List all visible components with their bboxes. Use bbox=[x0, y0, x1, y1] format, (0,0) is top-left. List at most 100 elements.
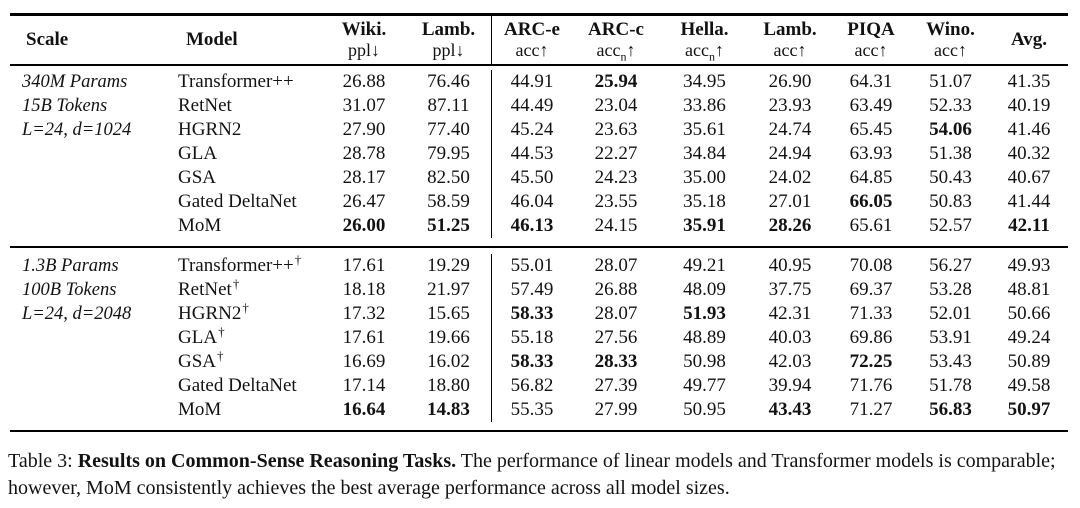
value-cell-piqa: 71.76 bbox=[849, 374, 893, 396]
value-cell-arc-e: 44.91 bbox=[491, 70, 572, 95]
value-cell-wiki-ppl: 31.07 bbox=[342, 95, 386, 117]
value-cell-arc-c: 27.39 bbox=[594, 374, 638, 396]
column-label-piqa: PIQA bbox=[847, 18, 895, 40]
column-header-hella: Hella. accn↑ bbox=[660, 16, 749, 64]
value-cell-avg: 42.11 bbox=[1008, 215, 1050, 237]
model-cell: Transformer++ bbox=[178, 71, 294, 93]
group-separator-rule bbox=[10, 246, 1068, 248]
value-cell-avg: 41.44 bbox=[1007, 191, 1051, 213]
value-cell-hella: 34.84 bbox=[683, 143, 726, 165]
model-cell: RetNet bbox=[178, 95, 232, 117]
value-cell-wino: 51.07 bbox=[929, 71, 972, 93]
value-cell-lamb-acc: 37.75 bbox=[768, 278, 812, 300]
value-cell-wiki-ppl: 18.18 bbox=[342, 278, 386, 300]
value-cell-wiki-ppl: 16.69 bbox=[342, 350, 386, 372]
value-cell-wino: 50.83 bbox=[929, 191, 972, 213]
value-cell-lamb-acc: 42.31 bbox=[768, 302, 812, 324]
value-cell-wiki-ppl: 26.00 bbox=[342, 215, 386, 237]
group-1-3b: 1.3B Params 100B Tokens L=24, d=2048 Transf… bbox=[10, 248, 1068, 430]
value-cell-avg: 49.58 bbox=[1007, 374, 1051, 396]
value-cell-hella: 34.95 bbox=[683, 71, 726, 93]
column-metric-lamb-acc: acc↑ bbox=[773, 39, 807, 60]
up-arrow-icon: ↑ bbox=[878, 39, 888, 60]
value-cell-lamb-ppl: 15.65 bbox=[427, 302, 470, 324]
value-cell-avg: 50.97 bbox=[1007, 398, 1051, 420]
value-cell-piqa: 63.93 bbox=[849, 143, 893, 165]
table-caption: Table 3: Results on Common-Sense Reasoni… bbox=[8, 448, 1074, 502]
value-cell-wiki-ppl: 27.90 bbox=[342, 119, 386, 141]
value-cell-arc-e: 58.33 bbox=[491, 349, 572, 374]
column-header-scale: Scale bbox=[10, 16, 170, 64]
value-cell-hella: 35.61 bbox=[683, 119, 726, 141]
value-cell-hella: 49.77 bbox=[683, 374, 726, 396]
value-cell-lamb-ppl: 21.97 bbox=[427, 278, 470, 300]
value-cell-hella: 35.91 bbox=[683, 215, 726, 237]
model-cell: Transformer++ † bbox=[178, 251, 302, 276]
column-label-arc-e: ARC-e bbox=[504, 18, 560, 40]
value-cell-piqa: 65.45 bbox=[849, 119, 893, 141]
value-cell-arc-e: 55.35 bbox=[491, 397, 572, 422]
value-cell-wino: 53.43 bbox=[929, 350, 972, 372]
value-cell-wino: 51.38 bbox=[929, 143, 972, 165]
value-cell-avg: 40.19 bbox=[1007, 95, 1051, 117]
column-header-wino: Wino. acc↑ bbox=[911, 16, 990, 64]
column-label-avg: Avg. bbox=[1010, 29, 1048, 51]
value-cell-piqa: 71.27 bbox=[849, 398, 893, 420]
value-cell-arc-c: 27.99 bbox=[594, 398, 638, 420]
value-cell-piqa: 72.25 bbox=[849, 350, 893, 372]
value-cell-avg: 50.89 bbox=[1007, 350, 1051, 372]
value-cell-lamb-ppl: 87.11 bbox=[427, 95, 470, 117]
value-cell-wino: 56.27 bbox=[929, 254, 972, 276]
value-cell-arc-e: 55.01 bbox=[491, 253, 572, 278]
value-cell-lamb-acc: 24.94 bbox=[768, 143, 812, 165]
scale-label: 340M Params 15B Tokens L=24, d=1024 bbox=[10, 70, 170, 142]
value-cell-wino: 52.33 bbox=[929, 95, 972, 117]
value-cell-wiki-ppl: 17.61 bbox=[342, 326, 386, 348]
value-cell-lamb-ppl: 19.66 bbox=[427, 326, 470, 348]
value-cell-wino: 52.01 bbox=[929, 302, 972, 324]
column-label-model: Model bbox=[186, 29, 238, 51]
column-metric-piqa: acc↑ bbox=[854, 39, 888, 60]
down-arrow-icon: ↓ bbox=[455, 39, 465, 60]
column-label-wino: Wino. bbox=[926, 18, 975, 40]
value-cell-piqa: 63.49 bbox=[849, 95, 893, 117]
column-metric-lamb-ppl: ppl↓ bbox=[432, 39, 465, 60]
scale-line: L=24, d=1024 bbox=[22, 120, 132, 141]
value-cell-arc-c: 26.88 bbox=[594, 278, 638, 300]
column-label-hella: Hella. bbox=[680, 18, 729, 40]
value-cell-hella: 49.21 bbox=[683, 254, 726, 276]
value-cell-piqa: 69.37 bbox=[849, 278, 893, 300]
value-cell-lamb-acc: 27.01 bbox=[768, 191, 812, 213]
model-cell: GLA bbox=[178, 143, 218, 165]
group-340m: 340M Params 15B Tokens L=24, d=1024 Transfo… bbox=[10, 66, 1068, 246]
value-cell-wiki-ppl: 17.32 bbox=[342, 302, 386, 324]
scale-line: 340M Params bbox=[22, 72, 128, 93]
model-cell: RetNet † bbox=[178, 275, 240, 300]
value-cell-lamb-acc: 28.26 bbox=[768, 215, 812, 237]
value-cell-wiki-ppl: 26.47 bbox=[342, 191, 386, 213]
column-metric-hella: accn↑ bbox=[685, 39, 724, 64]
column-header-avg: Avg. bbox=[990, 16, 1068, 64]
column-label-wiki-ppl: Wiki. bbox=[341, 18, 387, 40]
value-cell-avg: 41.35 bbox=[1007, 71, 1051, 93]
value-cell-wiki-ppl: 28.17 bbox=[342, 167, 386, 189]
value-cell-avg: 41.46 bbox=[1007, 119, 1051, 141]
value-cell-avg: 49.24 bbox=[1007, 326, 1051, 348]
value-cell-arc-c: 28.33 bbox=[594, 350, 638, 372]
value-cell-arc-e: 58.33 bbox=[491, 301, 572, 326]
caption-prefix: Table 3: bbox=[8, 450, 78, 473]
value-cell-wiki-ppl: 28.78 bbox=[342, 143, 386, 165]
column-header-lamb-acc: Lamb. acc↑ bbox=[749, 16, 831, 64]
value-cell-arc-e: 44.49 bbox=[491, 94, 572, 119]
value-cell-wino: 51.78 bbox=[929, 374, 972, 396]
value-cell-lamb-ppl: 14.83 bbox=[427, 398, 470, 420]
up-arrow-icon: ↑ bbox=[957, 39, 967, 60]
value-cell-lamb-acc: 26.90 bbox=[768, 71, 812, 93]
scale-line: L=24, d=2048 bbox=[22, 303, 132, 324]
column-header-arc-c: ARC-c accn↑ bbox=[572, 16, 660, 64]
value-cell-arc-c: 22.27 bbox=[594, 143, 638, 165]
column-metric-arc-e: acc↑ bbox=[515, 39, 549, 60]
scale-line: 1.3B Params bbox=[22, 255, 119, 276]
caption-title: Results on Common-Sense Reasoning Tasks. bbox=[77, 450, 457, 473]
column-metric-wiki-ppl: ppl↓ bbox=[347, 39, 380, 60]
